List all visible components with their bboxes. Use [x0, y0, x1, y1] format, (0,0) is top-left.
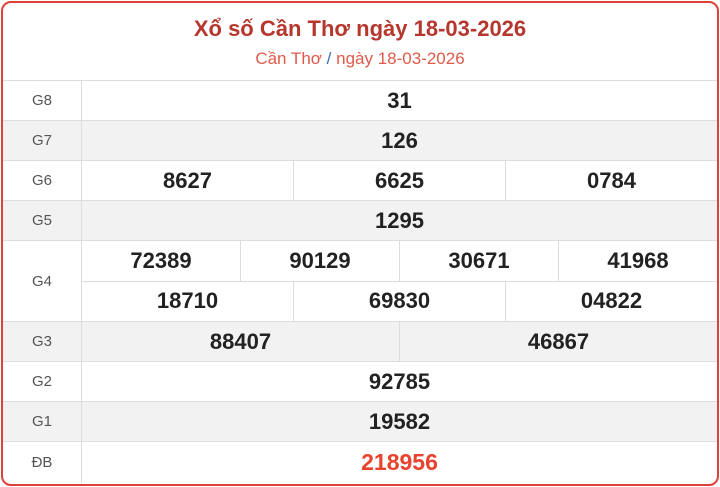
prize-row-g6: G6 8627 6625 0784	[3, 161, 717, 201]
prize-number: 18710	[156, 288, 219, 314]
prize-row-g4: G4 72389 90129 30671 41968 18710 69830 0…	[3, 241, 717, 322]
prize-number: 19582	[368, 408, 431, 434]
breadcrumb-place-link[interactable]: Cần Thơ	[255, 49, 322, 68]
prize-number: 88407	[209, 328, 272, 354]
prize-row-g3: G3 88407 46867	[3, 322, 717, 362]
prize-number: 8627	[163, 167, 212, 193]
breadcrumb-separator: /	[326, 49, 332, 68]
prize-label: G7	[3, 121, 82, 160]
prize-number: 72389	[130, 247, 192, 273]
prize-label: G3	[3, 322, 82, 361]
page-title: Xổ số Cần Thơ ngày 18-03-2026	[193, 16, 527, 41]
prize-label: G8	[3, 81, 82, 120]
prize-row-g5: G5 1295	[3, 201, 717, 241]
prize-label: G2	[3, 362, 82, 401]
prize-label: G5	[3, 201, 82, 240]
results-header: Xổ số Cần Thơ ngày 18-03-2026 Cần Thơ / …	[3, 3, 717, 81]
special-prize-number: 218956	[361, 449, 438, 475]
prize-label: G6	[3, 161, 82, 200]
prize-row-g2: G2 92785	[3, 362, 717, 402]
prize-number: 46867	[399, 322, 717, 361]
prize-number: 30671	[399, 241, 558, 281]
prize-row-g7: G7 126	[3, 121, 717, 161]
prize-label: ĐB	[3, 442, 82, 483]
prize-label: G1	[3, 402, 82, 441]
prize-number: 31	[387, 87, 412, 113]
prize-number: 90129	[240, 241, 399, 281]
prize-number: 41968	[558, 241, 717, 281]
prize-number: 04822	[505, 281, 717, 321]
prize-row-g1: G1 19582	[3, 402, 717, 442]
prize-row-special: ĐB 218956	[3, 442, 717, 483]
prize-number: 126	[381, 127, 418, 153]
prize-number: 1295	[375, 207, 424, 233]
prize-label: G4	[3, 241, 82, 321]
prize-number: 92785	[368, 368, 431, 394]
prize-number: 0784	[505, 161, 717, 200]
prize-number: 69830	[293, 281, 505, 321]
prize-number: 6625	[293, 161, 505, 200]
breadcrumb-date-link[interactable]: ngày 18-03-2026	[336, 49, 465, 68]
prize-row-g8: G8 31	[3, 81, 717, 121]
breadcrumb: Cần Thơ / ngày 18-03-2026	[3, 49, 717, 69]
